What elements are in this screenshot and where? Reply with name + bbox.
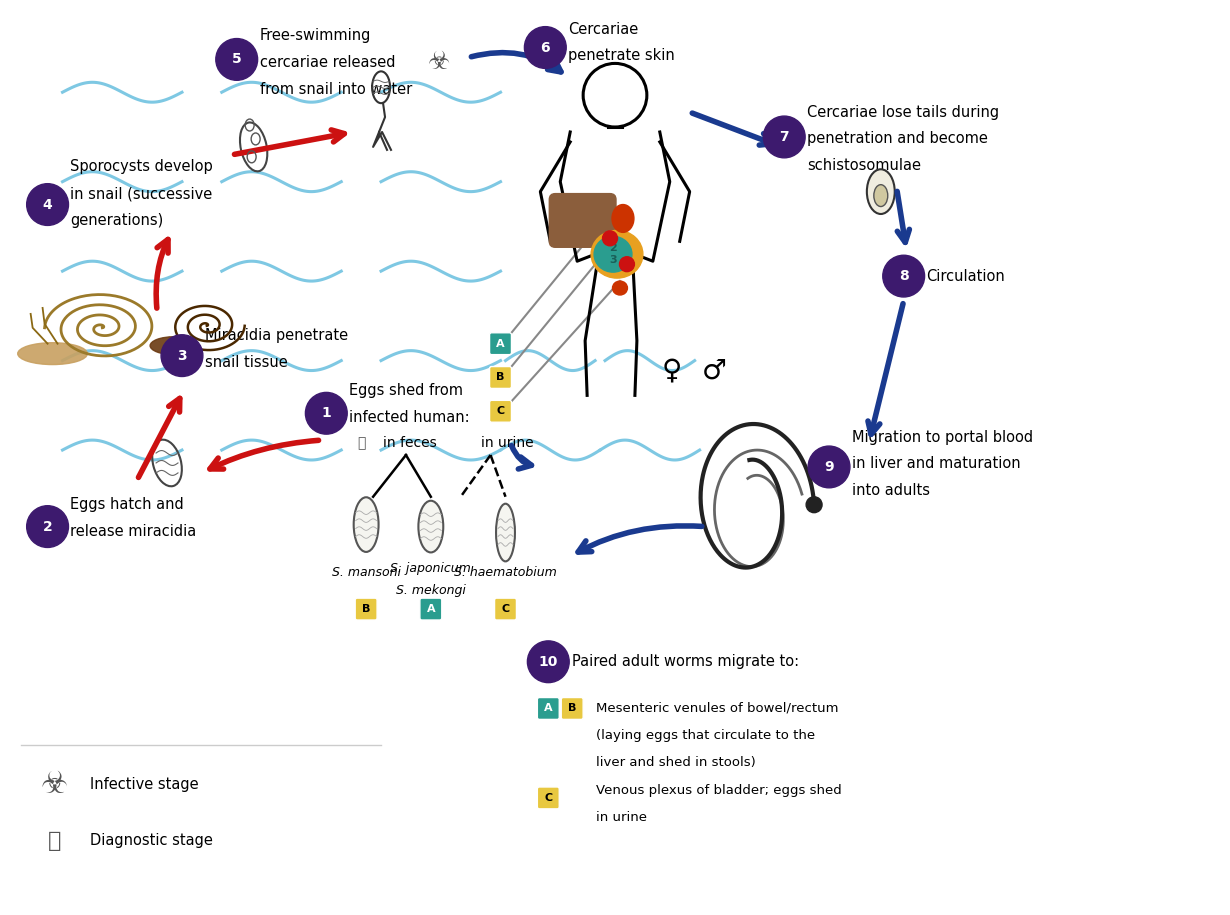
FancyBboxPatch shape [561,697,583,719]
Text: C: C [544,793,552,803]
FancyBboxPatch shape [550,194,616,247]
FancyBboxPatch shape [538,787,560,809]
Text: C: C [502,604,509,614]
Text: schistosomulae: schistosomulae [807,158,921,173]
Text: B: B [362,604,370,614]
Text: penetrate skin: penetrate skin [568,48,675,63]
Text: into adults: into adults [852,483,930,499]
Text: 🔬: 🔬 [357,436,365,450]
Text: Paired adult worms migrate to:: Paired adult worms migrate to: [572,654,800,669]
Text: liver and shed in stools): liver and shed in stools) [597,756,756,769]
Circle shape [27,184,69,225]
Ellipse shape [150,337,198,355]
Text: B: B [497,372,504,382]
Circle shape [808,447,850,488]
Text: Sporocysts develop: Sporocysts develop [70,159,213,174]
Text: in urine: in urine [597,812,647,824]
Circle shape [620,257,635,272]
Text: from snail into water: from snail into water [260,81,412,97]
Ellipse shape [873,185,888,207]
Text: infected human:: infected human: [349,410,470,425]
Text: A: A [496,339,504,349]
FancyBboxPatch shape [494,598,517,620]
FancyBboxPatch shape [490,367,512,389]
Text: in snail (successive: in snail (successive [70,186,213,201]
Text: 5: 5 [231,52,241,67]
Text: 2: 2 [43,520,53,533]
Text: 6: 6 [540,40,550,55]
Circle shape [524,27,566,69]
Text: C: C [497,406,504,416]
Circle shape [27,506,69,547]
Circle shape [883,255,925,297]
Text: Eggs shed from: Eggs shed from [349,382,464,398]
Text: 10: 10 [539,655,558,669]
Circle shape [764,116,806,157]
Text: in feces: in feces [383,436,437,450]
Text: in urine: in urine [481,436,534,450]
Text: release miracidia: release miracidia [70,524,197,539]
Text: 1: 1 [321,406,331,420]
Ellipse shape [418,501,443,553]
Text: 9: 9 [824,460,834,474]
Circle shape [161,335,203,376]
Text: (laying eggs that circulate to the: (laying eggs that circulate to the [597,729,815,742]
Text: S. japonicum: S. japonicum [390,563,471,576]
Text: ♀: ♀ [662,357,681,384]
Text: ☣: ☣ [41,770,68,800]
Text: Free-swimming: Free-swimming [260,28,371,43]
Text: 2
3: 2 3 [609,243,617,265]
Text: B: B [568,704,577,714]
Text: Migration to portal blood: Migration to portal blood [852,430,1033,445]
Text: S. mekongi: S. mekongi [396,584,466,597]
FancyBboxPatch shape [419,598,442,620]
Text: Venous plexus of bladder; eggs shed: Venous plexus of bladder; eggs shed [597,784,841,798]
Text: 🔬: 🔬 [48,831,62,851]
Circle shape [806,497,822,512]
Text: Diagnostic stage: Diagnostic stage [90,834,213,848]
FancyBboxPatch shape [490,333,512,355]
Text: Circulation: Circulation [926,269,1005,284]
Text: 3: 3 [177,349,187,362]
Text: A: A [427,604,435,614]
Text: Cercariae: Cercariae [568,22,638,38]
Ellipse shape [592,231,643,278]
Text: Eggs hatch and: Eggs hatch and [70,497,184,512]
Ellipse shape [613,281,627,295]
Ellipse shape [354,497,379,552]
Circle shape [603,231,617,246]
Circle shape [528,640,569,683]
Text: Mesenteric venules of bowel/rectum: Mesenteric venules of bowel/rectum [597,702,839,715]
Text: generations): generations) [70,213,164,228]
FancyBboxPatch shape [490,401,512,422]
Circle shape [305,393,347,434]
Text: in liver and maturation: in liver and maturation [852,457,1021,471]
FancyBboxPatch shape [355,598,378,620]
Ellipse shape [496,504,515,562]
Text: snail tissue: snail tissue [205,355,288,370]
Circle shape [215,38,257,81]
Text: 8: 8 [899,269,909,283]
Ellipse shape [867,169,894,214]
Text: cercariae released: cercariae released [260,55,395,70]
Text: A: A [544,704,552,714]
Ellipse shape [594,236,632,272]
Text: S. mansoni: S. mansoni [332,566,401,579]
Ellipse shape [17,343,87,364]
Text: penetration and become: penetration and become [807,132,988,146]
Text: Cercariae lose tails during: Cercariae lose tails during [807,104,999,120]
FancyBboxPatch shape [538,697,560,719]
Ellipse shape [613,205,633,232]
Text: Miracidia penetrate: Miracidia penetrate [205,328,348,343]
Text: 7: 7 [780,130,788,144]
Text: 4: 4 [43,198,53,211]
Text: Infective stage: Infective stage [90,778,199,792]
Text: ♂: ♂ [702,357,727,384]
Text: S. haematobium: S. haematobium [454,566,557,579]
Text: ☣: ☣ [428,50,450,74]
